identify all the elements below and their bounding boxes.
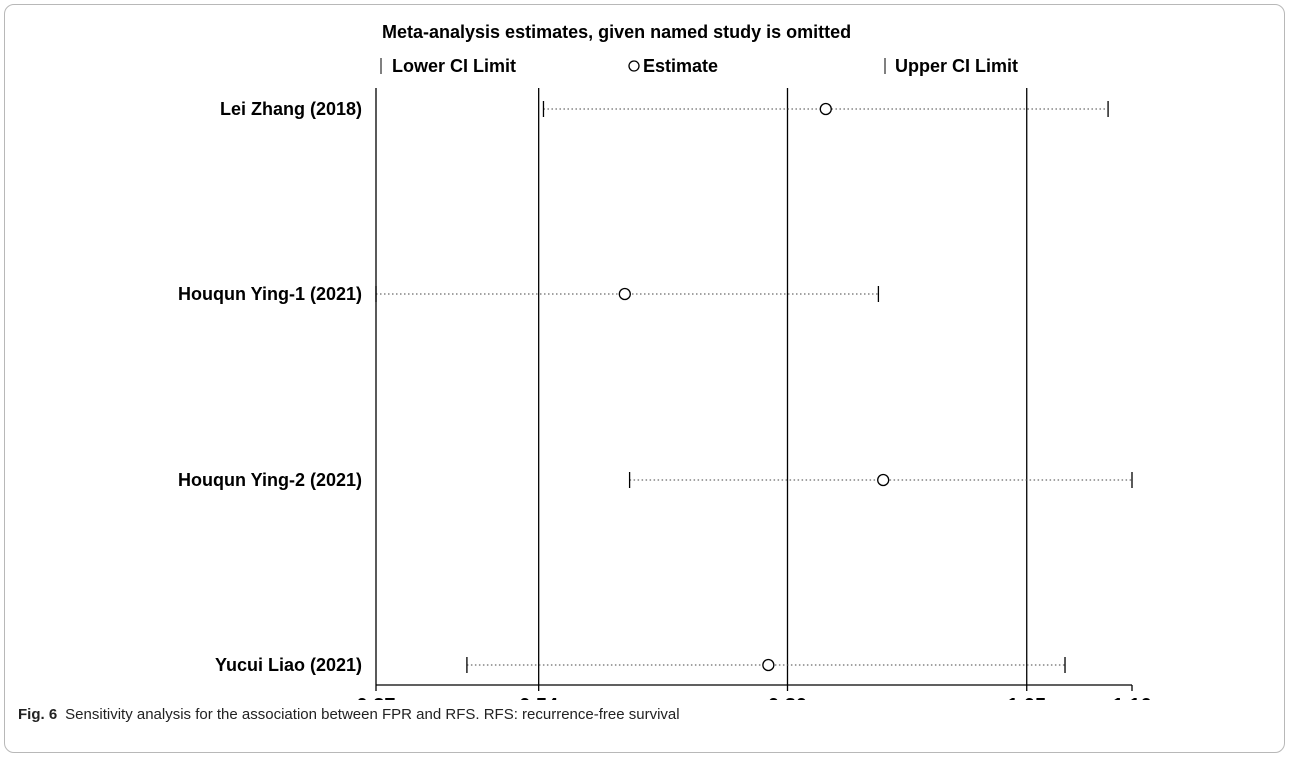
x-tick-label-3: 1.05 bbox=[1007, 695, 1046, 700]
legend: Lower CI Limit Estimate Upper CI Limit bbox=[380, 56, 1018, 76]
x-tick-label-2: 0.80 bbox=[768, 695, 807, 700]
study-row: Yucui Liao (2021) bbox=[215, 655, 1066, 675]
x-tick-label-4: 1.16 bbox=[1113, 695, 1152, 700]
estimate-marker bbox=[877, 473, 890, 487]
study-label: Yucui Liao (2021) bbox=[215, 655, 362, 675]
caption-text: Sensitivity analysis for the association… bbox=[65, 706, 680, 723]
figure-caption: Fig. 6 Sensitivity analysis for the assoc… bbox=[18, 706, 1268, 723]
legend-upper-label: Upper CI Limit bbox=[895, 56, 1018, 76]
estimate-marker bbox=[762, 658, 775, 672]
legend-estimate-label: Estimate bbox=[643, 56, 718, 76]
estimate-marker bbox=[618, 287, 631, 301]
study-rows: Lei Zhang (2018) Houqun Ying-1 (2021) Houq… bbox=[178, 99, 1133, 675]
forest-plot: Meta-analysis estimates, given named stu… bbox=[178, 22, 1152, 700]
legend-estimate-marker bbox=[628, 60, 640, 72]
study-row: Houqun Ying-1 (2021) bbox=[178, 284, 880, 304]
caption-label: Fig. 6 bbox=[18, 706, 58, 723]
study-label: Lei Zhang (2018) bbox=[220, 99, 362, 119]
legend-lower-label: Lower CI Limit bbox=[392, 56, 516, 76]
chart-title: Meta-analysis estimates, given named stu… bbox=[382, 22, 851, 42]
figure-frame bbox=[4, 4, 1285, 753]
study-label: Houqun Ying-2 (2021) bbox=[178, 470, 362, 490]
gridlines bbox=[375, 88, 1028, 685]
estimate-marker bbox=[819, 102, 832, 116]
x-tick-label-1: 0.54 bbox=[519, 695, 559, 700]
study-row: Houqun Ying-2 (2021) bbox=[178, 470, 1133, 490]
study-row: Lei Zhang (2018) bbox=[220, 99, 1109, 119]
x-axis: 0.37 0.54 0.80 1.05 1.16 bbox=[357, 684, 1152, 700]
study-label: Houqun Ying-1 (2021) bbox=[178, 284, 362, 304]
x-tick-label-0: 0.37 bbox=[357, 695, 396, 700]
